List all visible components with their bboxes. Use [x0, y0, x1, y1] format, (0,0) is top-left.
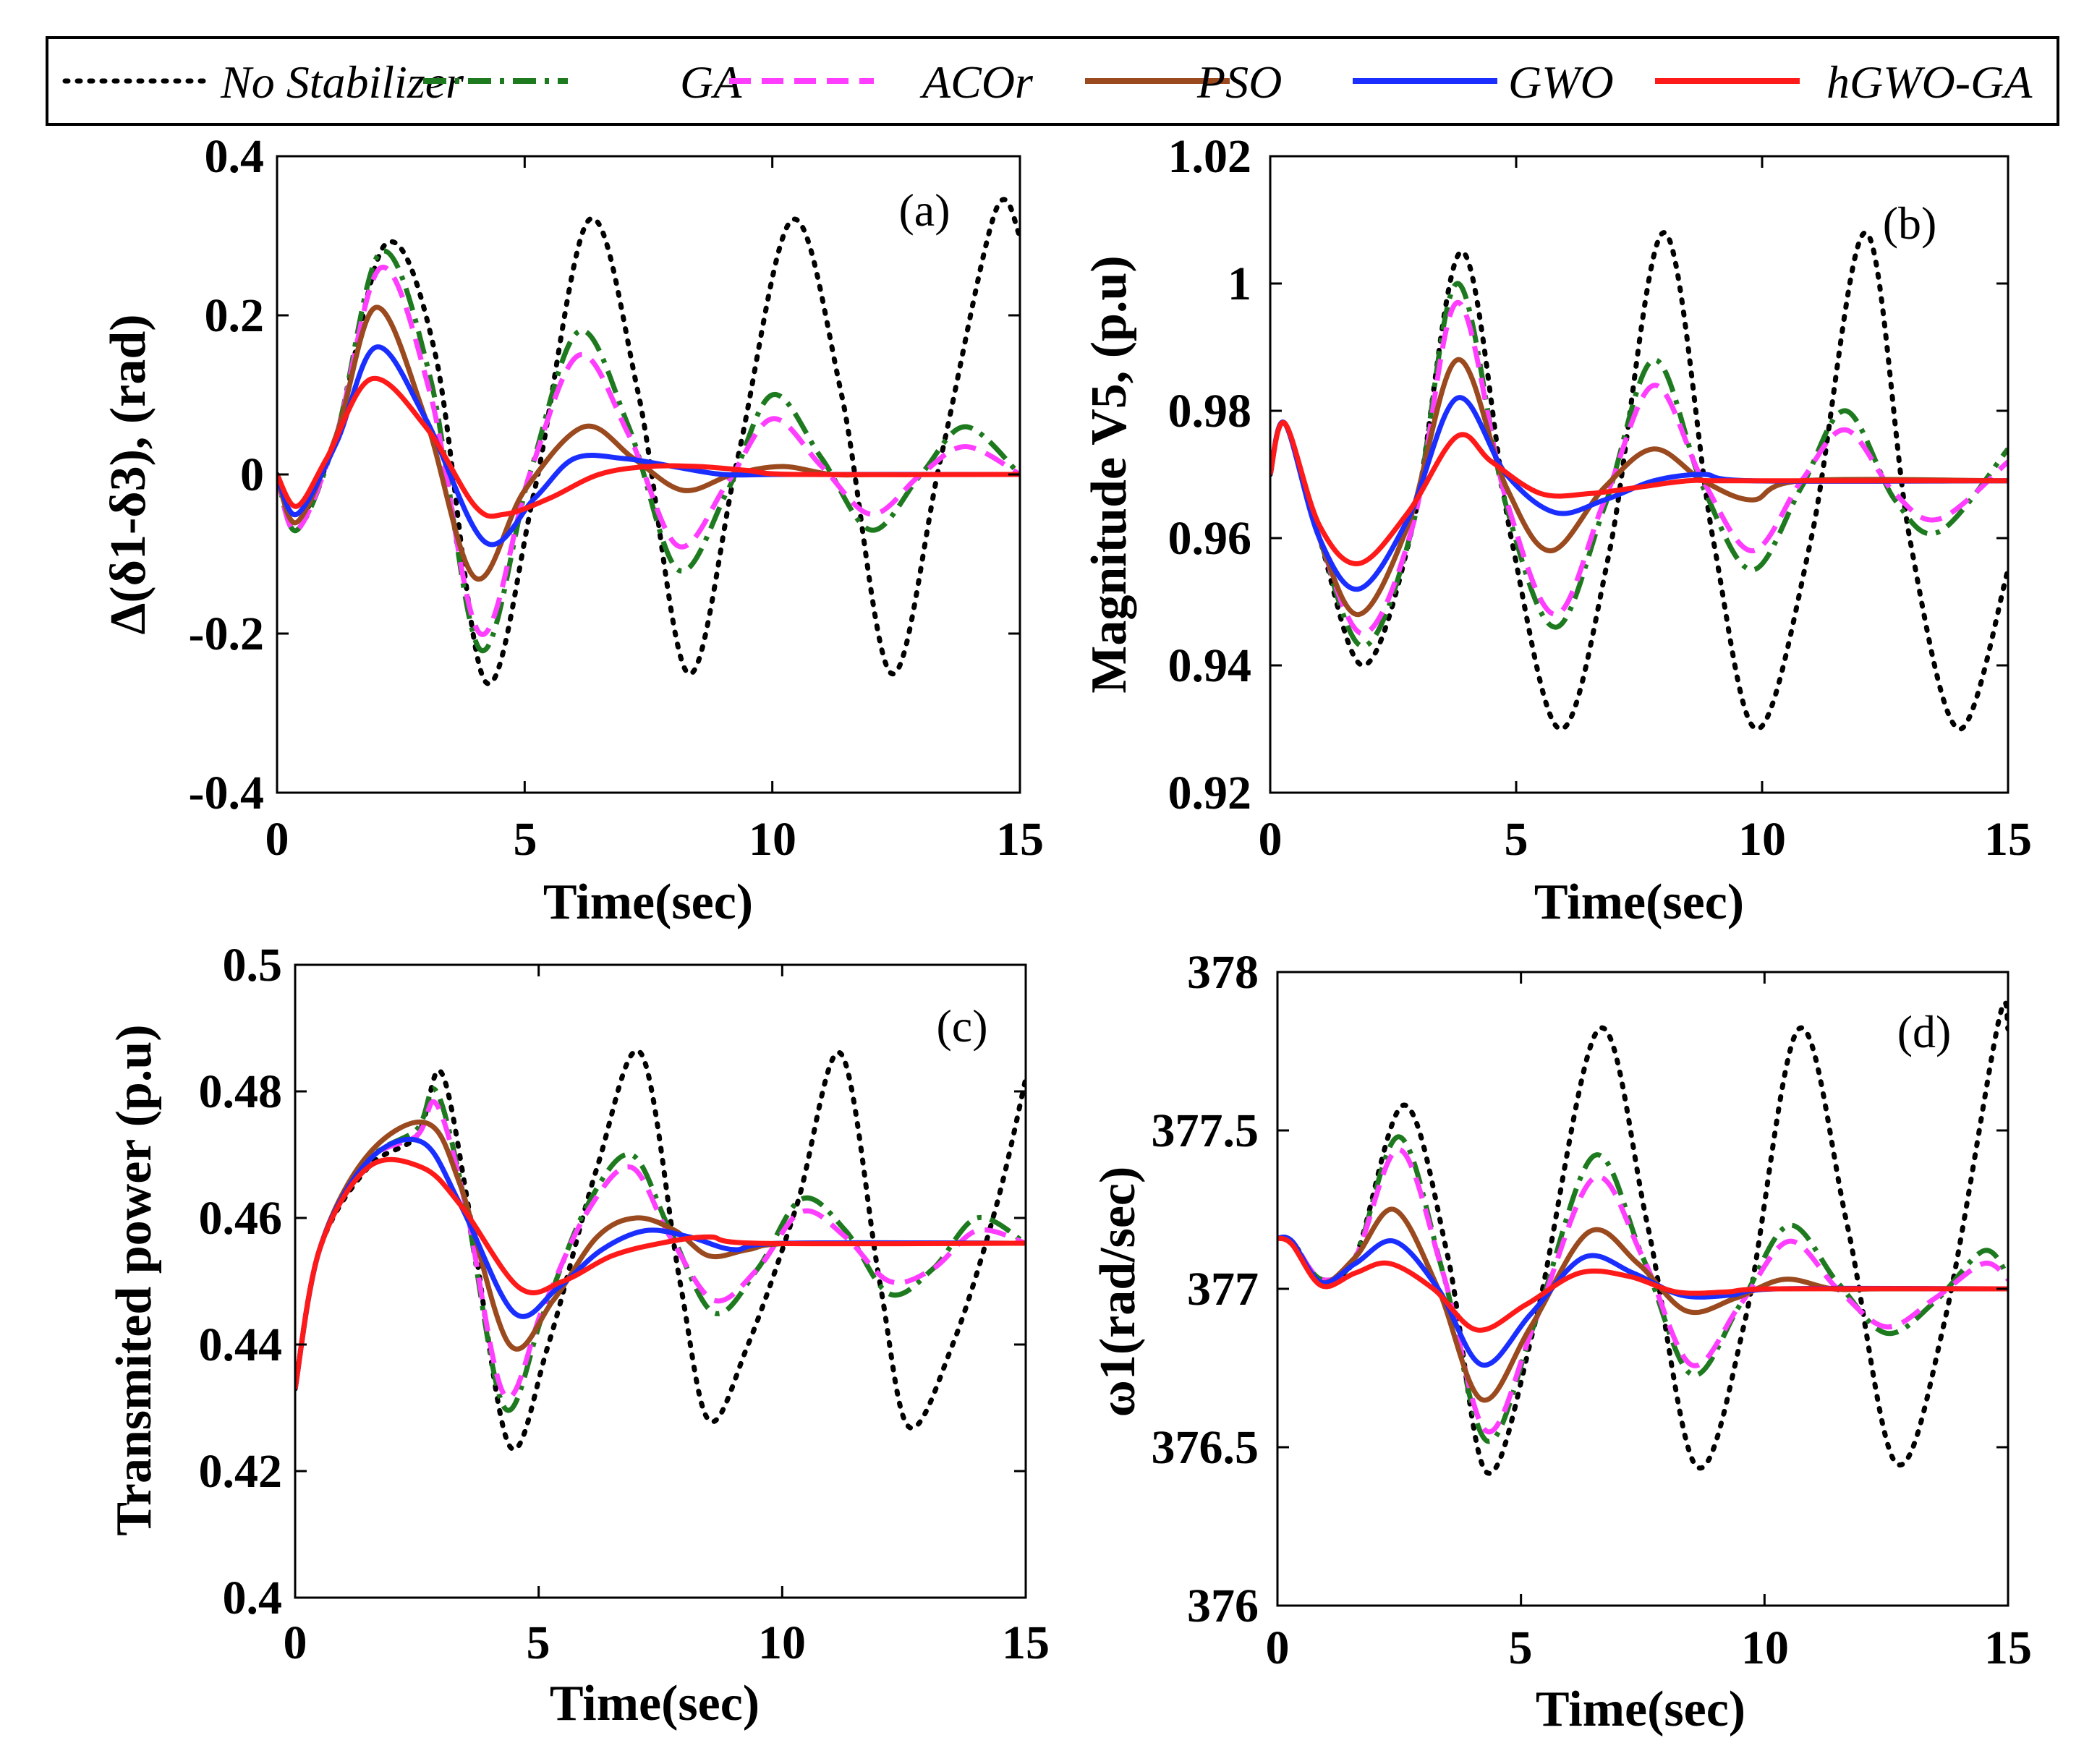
d-series-no-stabilizer: [1277, 1000, 2008, 1476]
b-xtick-label: 0: [1259, 813, 1283, 866]
a-series-ga: [277, 248, 1020, 654]
b-series-gwo: [1270, 395, 2008, 592]
b-series-hgwo-ga: [1270, 419, 2008, 566]
d-xtick-label: 0: [1266, 1622, 1290, 1674]
b-series-no-stabilizer: [1270, 230, 2008, 732]
c-xtick-label: 10: [758, 1616, 806, 1669]
b-ytick-label: 0.96: [1168, 512, 1252, 565]
a-ytick-label: 0.4: [205, 130, 265, 183]
c-panel-tag: (c): [936, 1000, 987, 1052]
c-ytick-label: 0.44: [199, 1318, 283, 1371]
a-xtick-label: 10: [749, 813, 796, 866]
legend: No Stabilizer GA ACOr PSO GWO hGWO-GA: [46, 36, 2059, 126]
legend-label: PSO: [1196, 56, 1282, 108]
c-series-gwo: [295, 1136, 1026, 1389]
d-xtick-label: 15: [1984, 1622, 2032, 1674]
a-series-no-stabilizer: [277, 197, 1020, 686]
d-series-gwo: [1277, 1235, 2008, 1368]
panel-b: 1.02 1 0.98 0.96 0.94 0.92 0 5 10 15 Tim…: [1081, 130, 2032, 930]
c-ytick-label: 0.42: [199, 1445, 283, 1498]
c-xtick-label: 5: [527, 1616, 550, 1669]
c-series-hgwo-ga: [295, 1156, 1026, 1389]
a-series-hgwo-ga: [277, 375, 1020, 519]
a-series-gwo: [277, 344, 1020, 547]
d-ylabel: ω1(rad/sec): [1090, 1167, 1146, 1418]
b-series-group: [1270, 230, 2008, 732]
b-xtick-label: 15: [1984, 813, 2032, 866]
legend-label: hGWO-GA: [1826, 56, 2033, 108]
d-ytick-label: 377.5: [1152, 1104, 1259, 1157]
d-ytick-label: 377: [1187, 1263, 1259, 1316]
d-xtick-label: 5: [1509, 1622, 1533, 1674]
d-ytick-label: 376.5: [1152, 1421, 1259, 1474]
panel-d: 378 377.5 377 376.5 376 0 5 10 15 Time(s…: [1090, 946, 2032, 1737]
d-xtick-label: 10: [1741, 1622, 1789, 1674]
c-ytick-label: 0.4: [223, 1572, 283, 1624]
a-series-group: [277, 197, 1020, 686]
legend-label: GWO: [1508, 56, 1614, 108]
a-series-acor: [277, 265, 1020, 637]
c-series-pso: [295, 1120, 1026, 1389]
c-xtick-label: 15: [1002, 1616, 1050, 1669]
b-xlabel: Time(sec): [1534, 874, 1744, 930]
c-xtick-label: 0: [284, 1616, 307, 1669]
a-panel-tag: (a): [898, 184, 950, 236]
a-xlabel: Time(sec): [543, 874, 753, 930]
b-axes-frame: [1269, 155, 2009, 794]
c-axes-frame: [294, 963, 1027, 1599]
a-ytick-label: 0: [240, 448, 264, 501]
c-ytick-label: 0.5: [223, 939, 283, 992]
d-ytick-label: 378: [1187, 946, 1259, 999]
a-xtick-label: 15: [996, 813, 1044, 866]
b-ytick-label: 1.02: [1168, 130, 1252, 183]
a-xtick-label: 0: [265, 813, 289, 866]
panel-c: 0.5 0.48 0.46 0.44 0.42 0.4 0 5 10 15 Ti…: [106, 939, 1050, 1731]
d-xlabel: Time(sec): [1536, 1682, 1745, 1737]
plot-c: [294, 963, 1027, 1599]
plot-b: [1269, 155, 2009, 794]
a-ytick-label: -0.2: [189, 608, 264, 660]
b-ytick-label: 1: [1228, 257, 1251, 310]
a-ylabel: Δ(δ1-δ3), (rad): [101, 314, 156, 634]
c-ytick-label: 0.48: [199, 1065, 283, 1118]
b-panel-tag: (b): [1883, 197, 1937, 249]
c-series-ga: [295, 1086, 1026, 1413]
d-series-group: [1277, 1000, 2008, 1476]
legend-label: ACOr: [919, 56, 1034, 108]
a-series-pso: [277, 304, 1020, 582]
c-series-acor: [295, 1099, 1026, 1400]
c-series-no-stabilizer: [295, 1048, 1026, 1452]
d-series-hgwo-ga: [1277, 1235, 2008, 1333]
c-ytick-label: 0.46: [199, 1192, 283, 1245]
b-ytick-label: 0.94: [1168, 639, 1252, 692]
c-xlabel: Time(sec): [550, 1676, 760, 1731]
a-ytick-label: -0.4: [189, 767, 264, 819]
legend-entries: No Stabilizer GA ACOr PSO GWO hGWO-GA: [62, 56, 2033, 108]
c-ylabel: Transmited power (p.u): [106, 1024, 162, 1535]
panel-a: 0.4 0.2 0 -0.2 -0.4 0 5 10 15 Time(sec) …: [101, 130, 1044, 930]
d-panel-tag: (d): [1897, 1006, 1952, 1057]
plots: [276, 155, 2009, 1607]
plot-d: [1276, 971, 2009, 1607]
b-ytick-label: 0.98: [1168, 385, 1252, 438]
b-xtick-label: 5: [1505, 813, 1528, 866]
b-ylabel: Magnitude V5, (p.u): [1081, 255, 1137, 693]
b-xtick-label: 10: [1738, 813, 1786, 866]
d-series-pso: [1277, 1206, 2008, 1403]
d-ytick-label: 376: [1187, 1580, 1259, 1632]
a-xtick-label: 5: [514, 813, 537, 866]
c-series-group: [295, 1048, 1026, 1452]
plot-a: [276, 155, 1021, 794]
d-series-ga: [1277, 1134, 2008, 1444]
b-ytick-label: 0.92: [1168, 767, 1252, 819]
b-series-acor: [1270, 299, 2008, 636]
a-ytick-label: 0.2: [205, 289, 265, 342]
b-series-ga: [1270, 281, 2008, 649]
